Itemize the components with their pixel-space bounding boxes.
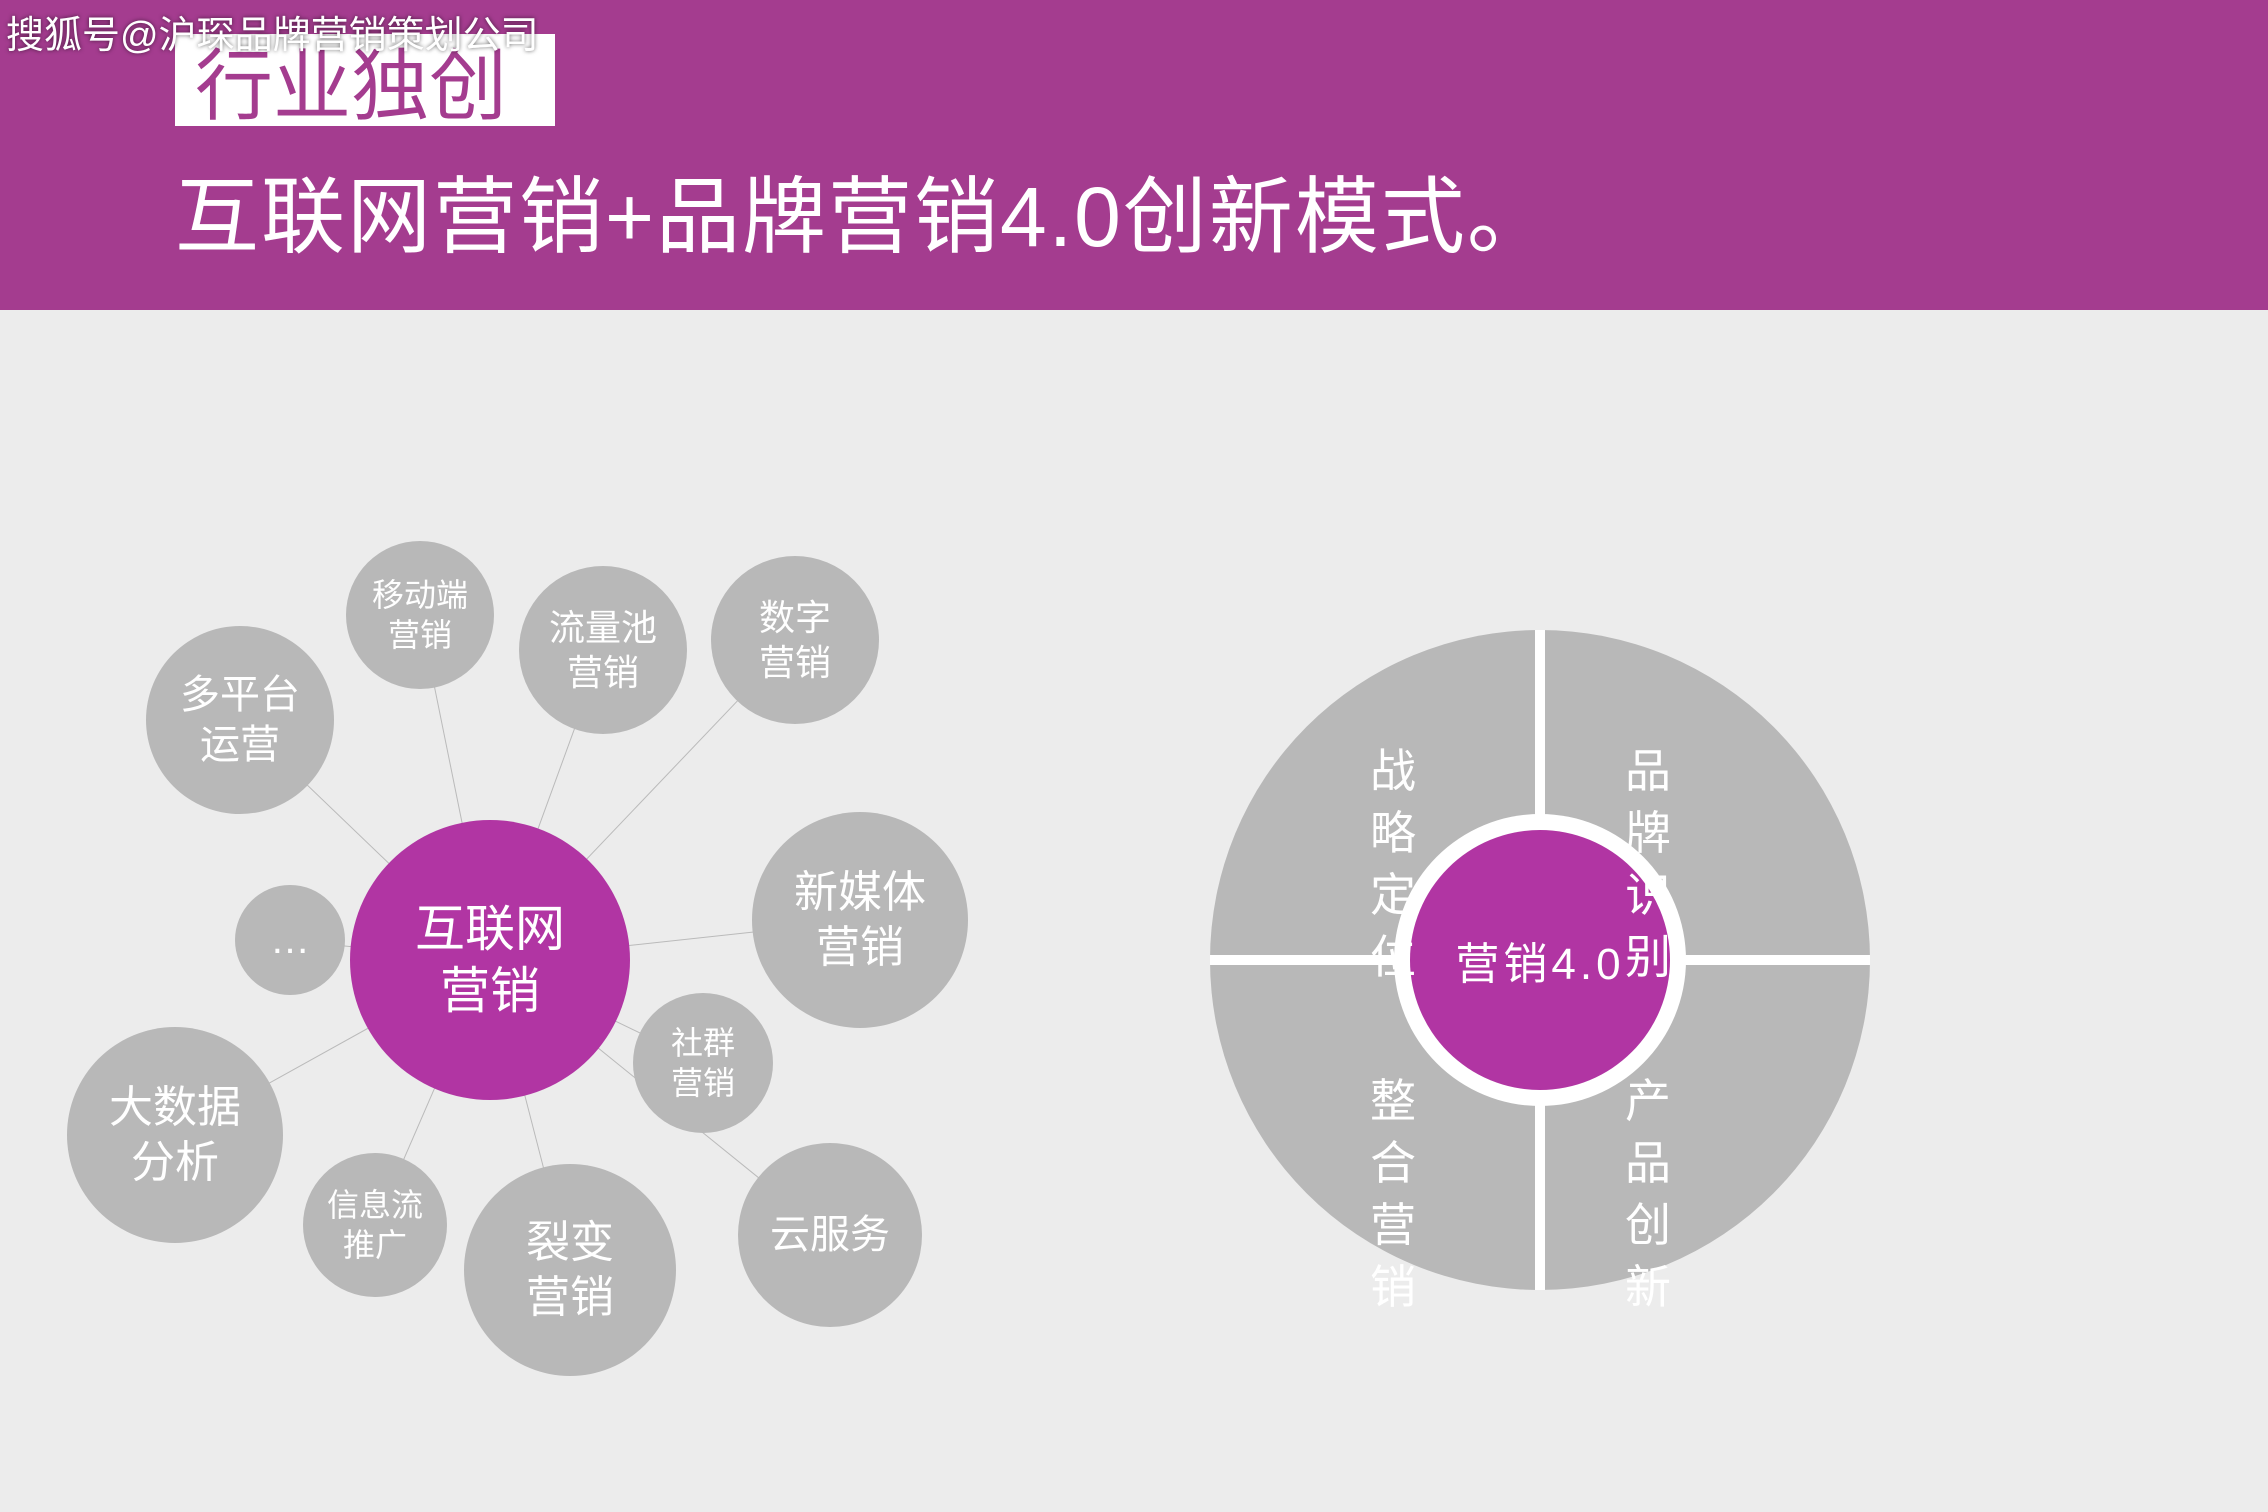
- bubble-node: 新媒体营销: [752, 812, 968, 1028]
- wheel-quadrant-label: 品牌识别: [1625, 740, 1671, 988]
- wheel-center-label: 营销4.0: [1455, 928, 1624, 992]
- bubble-node: 移动端营销: [346, 541, 494, 689]
- bubble-node: 社群营销: [633, 993, 773, 1133]
- bubble-node: 云服务: [738, 1143, 922, 1327]
- bubble-node: 信息流推广: [303, 1153, 447, 1297]
- wheel-quadrant-label: 产品创新: [1625, 1070, 1671, 1318]
- bubble-node: 大数据分析: [67, 1027, 283, 1243]
- watermark-text: 搜狐号@沪琛品牌营销策划公司: [6, 4, 539, 59]
- wheel-quadrant-label: 整合营销: [1370, 1070, 1416, 1318]
- bubble-node: 流量池营销: [519, 566, 687, 734]
- bubble-node: …: [235, 885, 345, 995]
- wheel-quadrant-label: 战略定位: [1370, 740, 1416, 988]
- bubble-node: 数字营销: [711, 556, 879, 724]
- bubble-center: 互联网营销: [350, 820, 630, 1100]
- subtitle-text: 互联网营销+品牌营销4.0创新模式。: [175, 150, 1553, 271]
- bubble-node: 多平台运营: [146, 626, 334, 814]
- bubble-node: 裂变营销: [464, 1164, 676, 1376]
